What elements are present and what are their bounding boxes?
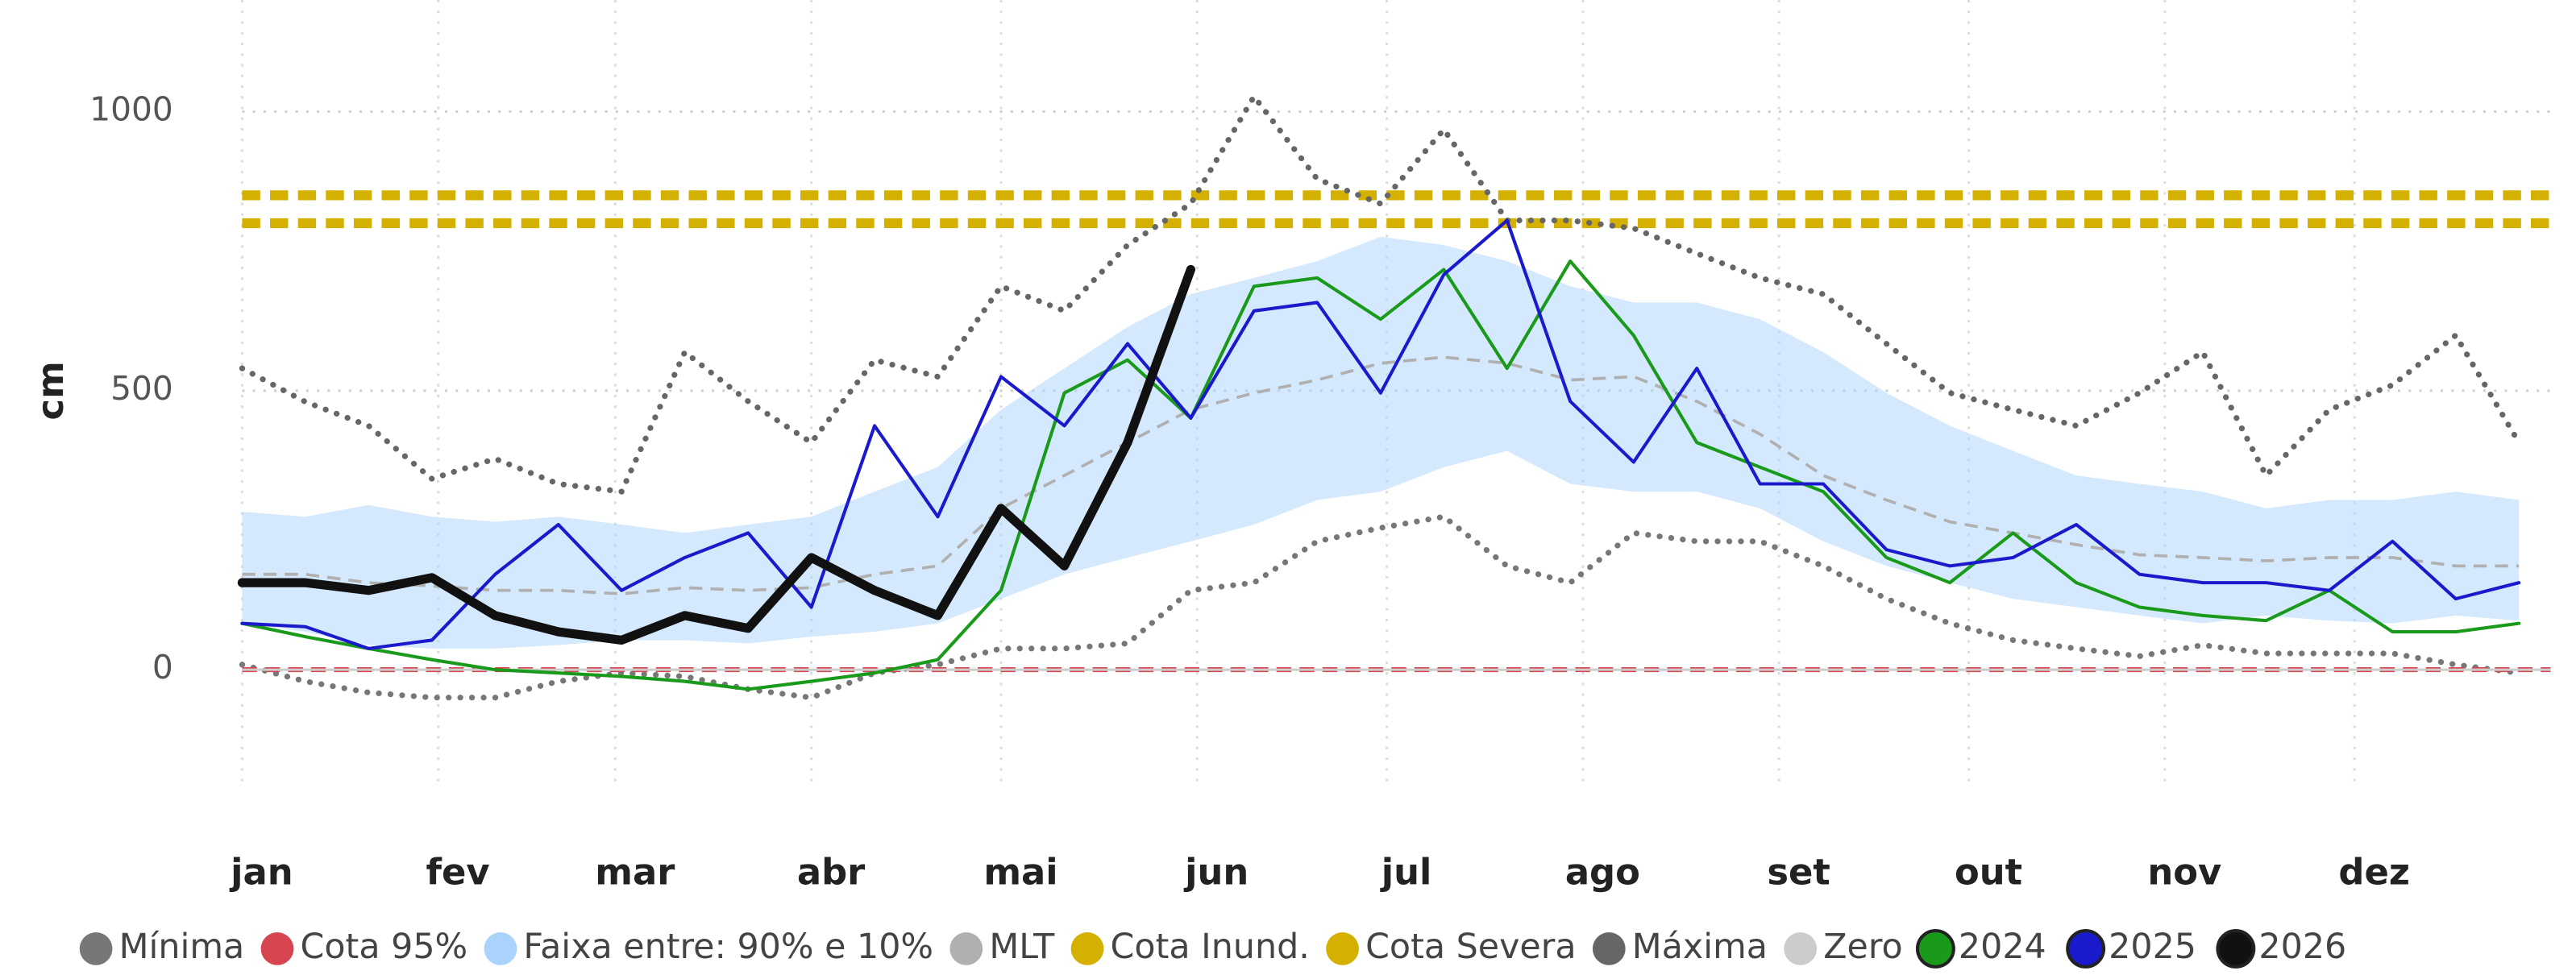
legend-label: Mínima — [119, 927, 245, 967]
legend-marker — [260, 932, 294, 965]
legend-label: Cota Inund. — [1111, 927, 1310, 967]
series-line — [239, 513, 2522, 701]
legend-label: Faixa entre: 90% e 10% — [523, 927, 933, 967]
x-tick-label: nov — [2147, 851, 2221, 894]
legend-label: 2024 — [1959, 927, 2046, 967]
legend-marker — [484, 932, 517, 965]
legend-label: Cota 95% — [301, 927, 468, 967]
x-tick-label: fev — [426, 851, 490, 894]
legend-marker — [1915, 928, 1955, 969]
legend-label: Cota Severa — [1365, 927, 1576, 967]
legend-label: 2025 — [2109, 927, 2196, 967]
legend-marker — [2066, 928, 2106, 969]
y-tick-label: 500 — [110, 369, 173, 408]
legend-marker — [1326, 932, 1359, 965]
legend-marker — [1592, 932, 1626, 965]
series-line — [240, 218, 2521, 650]
legend-marker — [1070, 932, 1104, 965]
x-tick-label: mai — [983, 851, 1057, 894]
x-tick-label: out — [1955, 851, 2022, 894]
legend-label: 2026 — [2258, 927, 2346, 967]
x-tick-label: dez — [2338, 851, 2410, 894]
legend-label: MLT — [989, 927, 1055, 967]
y-tick-label: 0 — [152, 648, 173, 687]
legend-marker — [79, 932, 113, 965]
legend-label: Máxima — [1632, 927, 1768, 967]
plot — [237, 93, 2551, 701]
series-line — [240, 259, 2521, 691]
x-tick-label: jun — [1183, 851, 1249, 894]
series-line — [237, 264, 1196, 645]
x-tick-label: mar — [595, 851, 675, 894]
legend-marker — [2216, 928, 2256, 969]
x-tick-label: jul — [1380, 851, 1432, 894]
x-tick-label: abr — [797, 851, 865, 894]
series-line — [242, 355, 2520, 595]
y-tick-label: 1000 — [89, 90, 173, 129]
band-area — [242, 236, 2520, 649]
x-tick-label: set — [1767, 851, 1830, 894]
x-tick-label: ago — [1565, 851, 1640, 894]
legend-marker — [1784, 932, 1818, 965]
legend-marker — [949, 932, 983, 965]
y-axis-label: cm — [29, 361, 72, 420]
series-line — [239, 93, 2522, 495]
x-tick-label: jan — [229, 851, 293, 894]
legend-label: Zero — [1823, 927, 1902, 967]
